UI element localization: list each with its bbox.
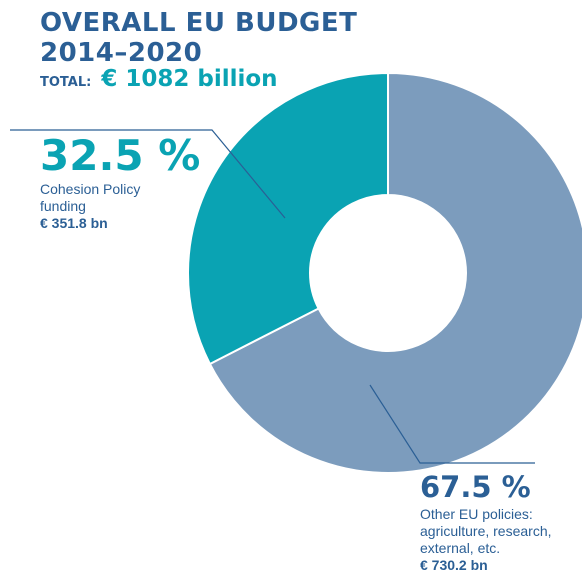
cohesion-desc-line-1: Cohesion Policy	[40, 181, 141, 197]
cohesion-label: 32.5 % Cohesion Policy funding € 351.8 b…	[40, 135, 220, 232]
other-desc-line-2: agriculture, research,	[420, 523, 552, 539]
donut-slices	[187, 71, 582, 474]
other-desc-line-3: external, etc.	[420, 540, 501, 556]
other-desc-line-1: Other EU policies:	[420, 506, 533, 522]
cohesion-desc-line-2: funding	[40, 198, 86, 214]
other-policies-label: 67.5 % Other EU policies: agriculture, r…	[420, 473, 582, 574]
title-line-2: 2014–2020	[40, 38, 203, 68]
slice-cohesion-policy	[187, 71, 389, 366]
total-row: TOTAL: € 1082 billion	[40, 66, 278, 96]
title-line-1: OVERALL EU BUDGET	[40, 8, 358, 38]
cohesion-amount: € 351.8 bn	[40, 215, 108, 231]
chart-title: OVERALL EU BUDGET 2014–2020	[40, 8, 357, 68]
total-value: € 1082 billion	[101, 66, 278, 92]
leader-line-cohesion	[10, 129, 286, 219]
other-amount: € 730.2 bn	[420, 557, 488, 573]
leader-line-other	[369, 384, 535, 464]
cohesion-percent: 32.5 %	[40, 131, 201, 180]
other-percent: 67.5 %	[420, 470, 531, 504]
total-label: TOTAL:	[40, 75, 92, 90]
slice-other-eu-policies	[208, 71, 582, 474]
